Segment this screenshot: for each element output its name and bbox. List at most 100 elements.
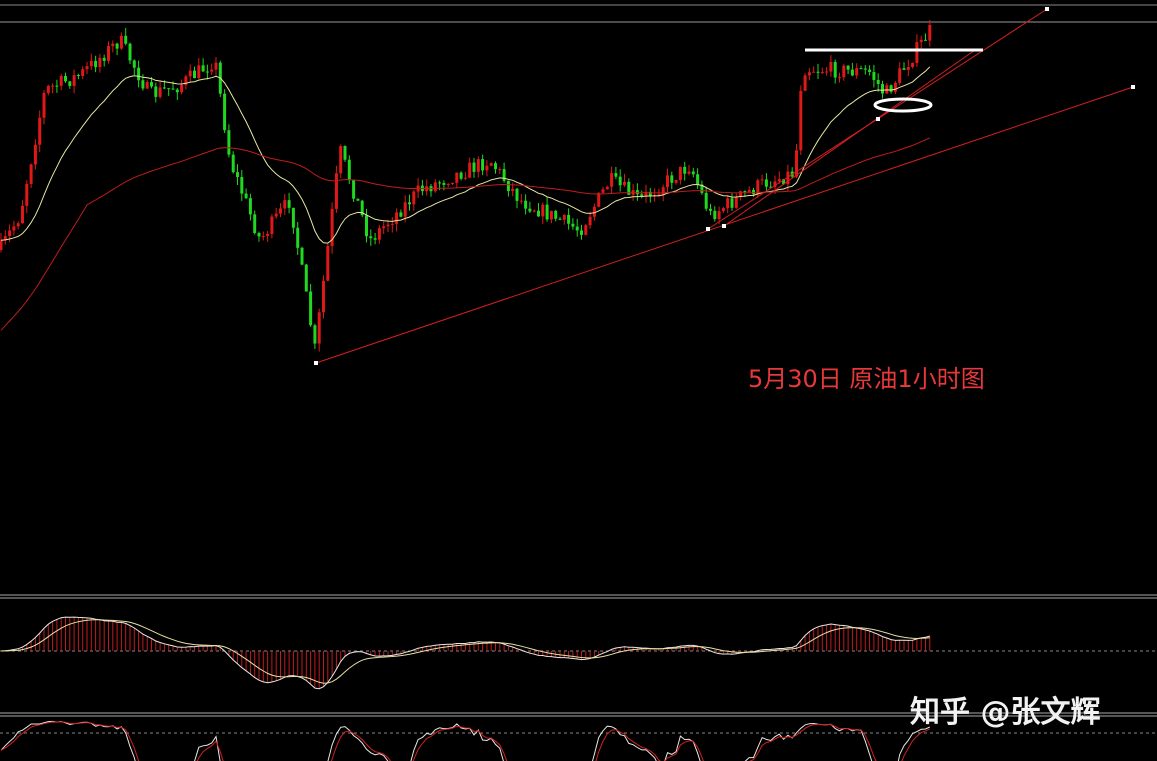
candle-body bbox=[38, 117, 42, 145]
macd-line bbox=[0, 616, 930, 690]
candle-body bbox=[829, 62, 833, 72]
candle-body bbox=[906, 66, 910, 70]
candle-body bbox=[739, 191, 743, 197]
candle-body bbox=[743, 191, 747, 193]
candle-body bbox=[911, 62, 915, 67]
candle-body bbox=[102, 57, 106, 61]
candle-body bbox=[747, 189, 751, 193]
trend-line bbox=[723, 49, 976, 227]
candle-body bbox=[721, 208, 725, 212]
candle-body bbox=[377, 228, 381, 240]
candle-body bbox=[623, 181, 626, 186]
candle-body bbox=[193, 70, 196, 79]
candle-body bbox=[696, 174, 700, 185]
candle-body bbox=[399, 212, 403, 217]
candle-body bbox=[691, 171, 695, 175]
candle-body bbox=[825, 71, 829, 73]
candle-body bbox=[807, 72, 811, 76]
candle-body bbox=[115, 43, 119, 49]
candle-body bbox=[240, 176, 244, 194]
candle-body bbox=[296, 227, 300, 248]
candle-body bbox=[373, 238, 377, 240]
candle-body bbox=[515, 188, 519, 201]
candle-body bbox=[141, 80, 145, 89]
candle-body bbox=[614, 173, 618, 177]
candle-body bbox=[648, 191, 652, 196]
candle-body bbox=[231, 154, 235, 173]
candle-body bbox=[223, 93, 227, 131]
candle-body bbox=[881, 83, 884, 94]
candle-body bbox=[506, 180, 510, 192]
candle-body bbox=[68, 81, 72, 86]
candle-body bbox=[360, 200, 364, 216]
highlight-ellipse bbox=[873, 97, 933, 113]
candle-body bbox=[330, 208, 334, 246]
candle-body bbox=[51, 85, 55, 87]
candle-body bbox=[657, 194, 661, 196]
candle-body bbox=[592, 206, 596, 217]
candle-body bbox=[601, 189, 605, 193]
candle-body bbox=[764, 179, 768, 187]
candle-body bbox=[270, 216, 274, 234]
candle-body bbox=[283, 200, 287, 209]
candle-body bbox=[175, 89, 179, 93]
candle-body bbox=[111, 43, 115, 47]
candle-body bbox=[519, 200, 523, 202]
candle-body bbox=[489, 163, 493, 166]
candle-body bbox=[872, 72, 876, 80]
candle-body bbox=[541, 204, 545, 217]
candle-body bbox=[365, 215, 368, 237]
candle-body bbox=[72, 75, 76, 86]
candle-body bbox=[863, 68, 867, 70]
candle-body bbox=[571, 223, 575, 227]
candle-body bbox=[549, 210, 553, 220]
candle-body bbox=[59, 75, 63, 86]
candle-body bbox=[137, 67, 141, 81]
candle-body bbox=[782, 179, 786, 185]
candle-body bbox=[640, 194, 644, 196]
indicators bbox=[0, 66, 931, 761]
candle-body bbox=[850, 69, 854, 76]
candle-body bbox=[468, 162, 472, 178]
anchor bbox=[314, 361, 318, 365]
candle-body bbox=[635, 190, 639, 195]
candle-body bbox=[567, 214, 571, 224]
candle-body bbox=[352, 180, 356, 199]
candle-body bbox=[347, 159, 351, 181]
candle-body bbox=[339, 146, 343, 174]
watermark: 知乎 @张文辉 bbox=[910, 695, 1100, 730]
candle-body bbox=[154, 86, 158, 97]
candle-body bbox=[210, 69, 214, 72]
candle-body bbox=[16, 223, 20, 227]
candle-body bbox=[777, 179, 781, 182]
candle-body bbox=[459, 172, 463, 179]
candle-body bbox=[214, 62, 218, 70]
candle-body bbox=[455, 172, 459, 183]
candle-body bbox=[334, 173, 338, 209]
candle-body bbox=[597, 192, 601, 207]
candle-body bbox=[236, 172, 239, 177]
candle-body bbox=[261, 235, 265, 237]
candle-body bbox=[107, 46, 110, 61]
candle-body bbox=[928, 24, 932, 41]
candle-body bbox=[730, 198, 734, 208]
candle-body bbox=[167, 88, 171, 90]
candle-body bbox=[795, 150, 798, 177]
candle-body bbox=[610, 173, 614, 187]
candle-body bbox=[451, 182, 454, 184]
candle-body bbox=[25, 183, 29, 206]
candle-body bbox=[150, 82, 153, 87]
candle-body bbox=[855, 68, 859, 76]
candle-body bbox=[395, 212, 399, 224]
candle-body bbox=[322, 280, 325, 313]
candle-body bbox=[726, 198, 730, 209]
candle-body bbox=[902, 68, 906, 70]
candle-body bbox=[46, 85, 50, 93]
candle-body bbox=[201, 65, 205, 72]
candle-body bbox=[893, 82, 897, 92]
candle-body bbox=[408, 202, 411, 205]
candle-body bbox=[248, 198, 252, 215]
candle-body bbox=[412, 191, 416, 205]
candle-body bbox=[81, 69, 85, 76]
candle-body bbox=[382, 226, 386, 229]
